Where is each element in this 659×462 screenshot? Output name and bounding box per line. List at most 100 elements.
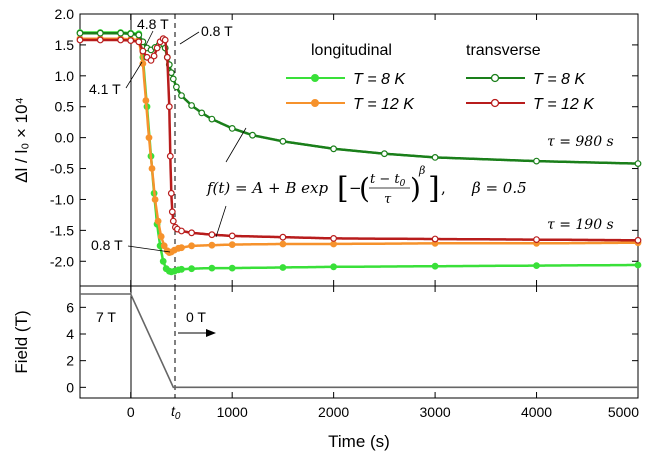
data-point <box>167 189 175 197</box>
formula-denominator: τ <box>384 192 392 207</box>
bottom-y-tick-label: 2 <box>66 353 74 369</box>
data-point <box>135 31 143 39</box>
pointer-4-8T <box>145 30 154 46</box>
data-point <box>127 30 135 38</box>
top-y-tick-label: -0.5 <box>50 161 74 177</box>
data-point <box>157 233 165 240</box>
data-point <box>165 103 173 111</box>
formula-numerator: t − t0 <box>370 172 406 189</box>
data-point <box>117 36 124 44</box>
formula-exponent: β <box>418 164 425 177</box>
annotation-7T: 7 T <box>96 309 116 325</box>
legend-marker-long-8K <box>311 74 319 82</box>
legend-label-long-12K: T = 12 K <box>353 96 415 113</box>
data-point <box>169 217 177 225</box>
formula-minus: − <box>349 179 362 197</box>
data-point <box>96 29 104 37</box>
data-point <box>431 235 439 243</box>
top-y-ticks: 2.0 1.5 1.0 0.5 0.0 -0.5 -1.0 -1.5 -2.0 <box>50 6 638 269</box>
data-point <box>178 92 185 99</box>
formula-bracket-left: [ <box>337 171 349 206</box>
data-point <box>431 262 439 270</box>
data-point <box>330 145 338 153</box>
data-point <box>330 234 338 242</box>
t0-tick-label: t0 <box>171 403 181 422</box>
annotation-4-8T: 4.8 T <box>137 16 169 32</box>
annotation-tau-980: τ = 980 s <box>547 134 614 150</box>
data-point <box>178 227 185 235</box>
data-point <box>279 233 287 241</box>
data-point <box>279 137 287 145</box>
pointer-4-1T <box>125 61 143 89</box>
data-point <box>634 261 642 269</box>
data-point <box>279 240 287 248</box>
legend-label-trans-8K: T = 8 K <box>533 71 586 88</box>
bottom-y-axis-label: Field (T) <box>12 310 31 373</box>
data-point <box>634 160 642 168</box>
data-point <box>96 36 104 44</box>
x-tick-label: 1000 <box>217 404 248 420</box>
annotation-4-1T: 4.1 T <box>89 81 121 97</box>
pointer-0-8T-top <box>179 31 200 45</box>
data-point <box>159 257 167 265</box>
data-point <box>145 134 153 142</box>
fit-formula: f(t) = A + B exp [ − ( t − t0 τ ) β ] , … <box>206 127 527 238</box>
legend-header-transverse: transverse <box>466 42 541 59</box>
x-tick-label: 2000 <box>318 404 349 420</box>
x-tick-label: 5000 <box>608 404 639 420</box>
legend-marker-trans-12K <box>490 98 500 108</box>
top-y-tick-label: 2.0 <box>55 6 75 22</box>
legend-header-longitudinal: longitudinal <box>311 42 392 59</box>
data-point <box>330 263 338 271</box>
data-point <box>228 241 236 249</box>
data-point <box>163 53 171 61</box>
formula-beta: β = 0.5 <box>471 179 527 197</box>
data-point <box>228 264 236 272</box>
data-point <box>148 165 156 172</box>
field-line <box>80 293 638 389</box>
annotation-0-8T-top: 0.8 T <box>201 23 233 39</box>
data-point <box>178 265 185 273</box>
data-point <box>533 262 540 270</box>
legend-label-long-8K: T = 8 K <box>353 71 406 88</box>
annotation-0-8T-bottom: 0.8 T <box>91 237 123 253</box>
data-point <box>169 75 177 83</box>
data-point <box>208 231 216 239</box>
bottom-y-tick-label: 0 <box>66 379 74 395</box>
bottom-panel-frame <box>79 285 639 399</box>
top-y-tick-label: 1.0 <box>55 68 75 84</box>
formula-lhs: f(t) = A + B exp <box>206 179 328 197</box>
data-point <box>188 265 196 273</box>
data-point <box>76 36 84 44</box>
data-point <box>142 97 150 104</box>
annotation-0T: 0 T <box>186 309 206 325</box>
series-line-3 <box>80 37 638 242</box>
legend-item-trans-8K: T = 8 K <box>466 71 586 88</box>
data-point <box>135 38 143 46</box>
formula-paren-left: ( <box>359 172 370 205</box>
data-point <box>188 242 196 250</box>
formula-pointer-lower <box>215 205 227 238</box>
data-point <box>208 264 216 272</box>
formula-pointer-upper <box>225 127 247 163</box>
legend-marker-long-12K <box>311 99 319 107</box>
top-series-group <box>76 29 642 276</box>
annotation-tau-190: τ = 190 s <box>547 217 614 233</box>
data-point <box>127 37 135 44</box>
legend-item-long-8K: T = 8 K <box>286 71 406 88</box>
top-y-tick-label: 0.0 <box>55 130 75 146</box>
data-point <box>117 29 124 37</box>
arrow-right-icon <box>178 329 216 337</box>
data-point <box>533 236 540 244</box>
data-point <box>431 153 439 161</box>
arrow-head <box>206 329 216 337</box>
x-tick-label: 0 <box>127 404 135 420</box>
data-point <box>168 208 176 216</box>
data-point <box>208 115 216 123</box>
top-y-tick-label: -1.5 <box>50 222 74 238</box>
data-point <box>154 217 162 225</box>
data-point <box>172 83 180 91</box>
data-point <box>161 36 169 44</box>
formula-paren-right: ) <box>410 172 421 205</box>
